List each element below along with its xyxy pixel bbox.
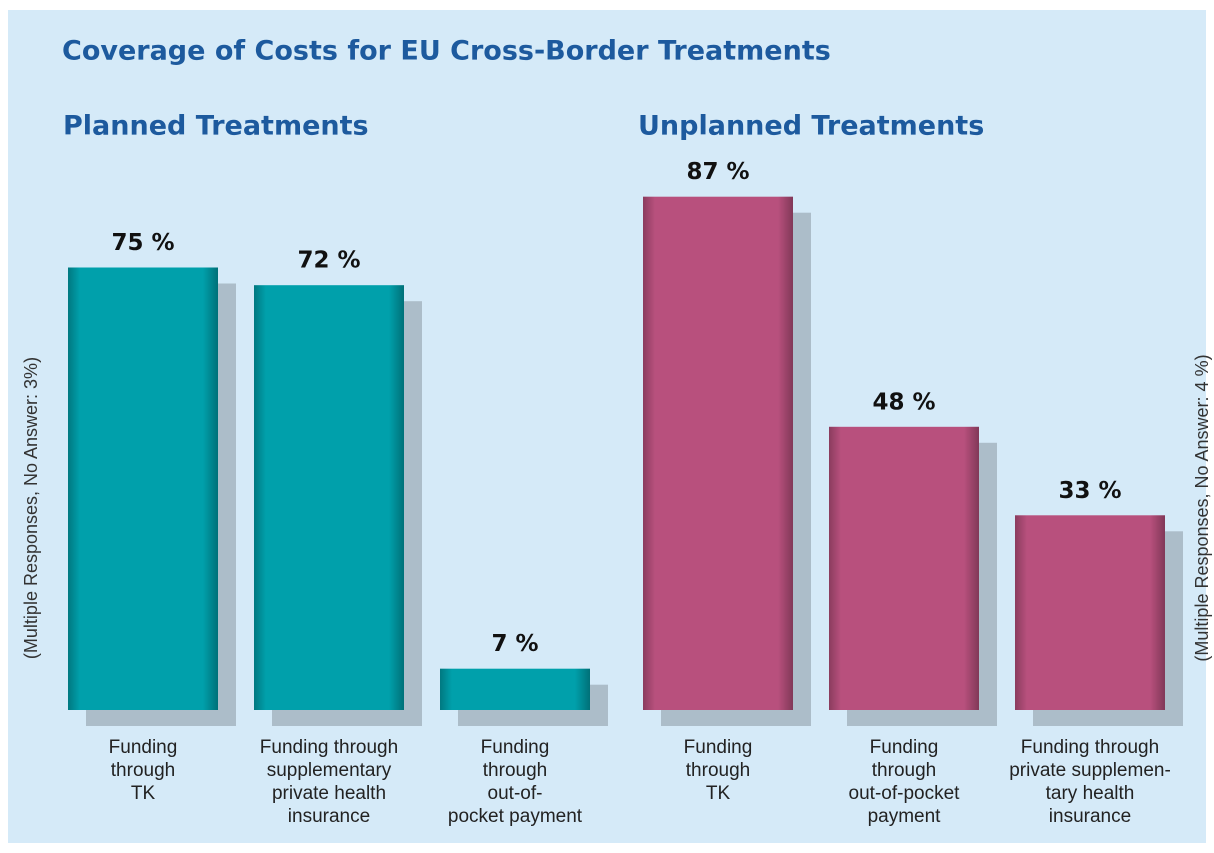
bar-shade [254, 285, 404, 710]
x-tick-label: Funding through private supplemen-tary he… [1009, 737, 1171, 827]
bar-shade [829, 426, 979, 710]
value-label: 87 % [686, 159, 749, 185]
bar-shade [440, 668, 590, 710]
bar-shade [643, 196, 793, 710]
bar-shade [68, 267, 218, 710]
x-tick-label: Funding through TK [109, 737, 178, 804]
value-label: 33 % [1058, 478, 1121, 504]
value-label: 7 % [491, 631, 538, 657]
side-note: (Multiple Responses, No Answer: 3%) [21, 357, 41, 659]
value-label: 75 % [111, 230, 174, 256]
panel-title: Planned Treatments [63, 111, 369, 142]
bar-shade [1015, 515, 1165, 710]
x-tick-label: Funding through supplementary private heal… [260, 737, 398, 827]
page-title: Coverage of Costs for EU Cross-Border Tr… [62, 36, 831, 67]
panel-title: Unplanned Treatments [638, 111, 984, 142]
x-tick-label: Funding through out-of-pocket payment [849, 737, 961, 827]
value-label: 72 % [297, 248, 360, 274]
x-tick-label: Funding through TK [684, 737, 753, 804]
side-note: (Multiple Responses, No Answer: 4 %) [1192, 354, 1212, 661]
value-label: 48 % [872, 389, 935, 415]
x-tick-label: Funding through out-of-pocket payment [448, 737, 583, 827]
